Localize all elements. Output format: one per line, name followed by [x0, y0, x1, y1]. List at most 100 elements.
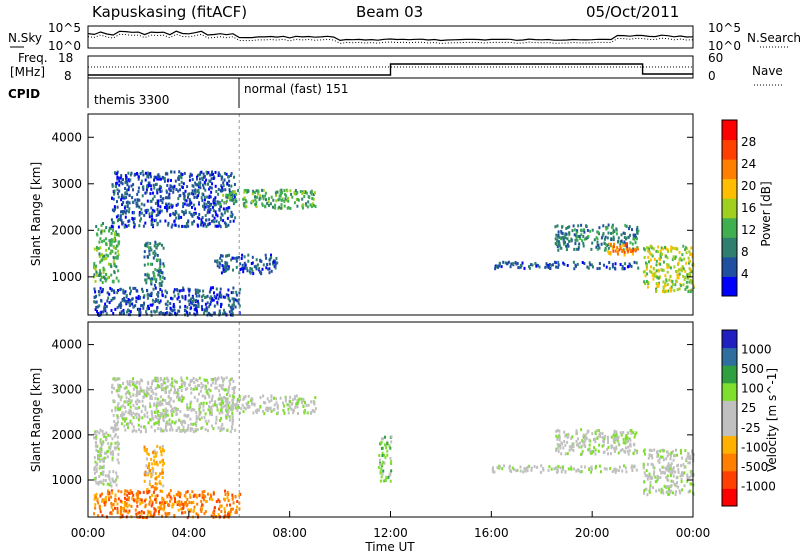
- data-cell: [198, 493, 201, 497]
- data-cell: [292, 408, 295, 412]
- data-cell: [128, 303, 131, 307]
- data-cell: [125, 224, 128, 228]
- data-cell: [277, 198, 280, 202]
- data-cell: [146, 491, 149, 495]
- colorbar-block: [722, 330, 737, 349]
- data-cell: [132, 404, 135, 408]
- data-cell: [590, 263, 593, 267]
- data-cell: [120, 490, 123, 494]
- data-cell: [173, 288, 176, 292]
- data-cell: [105, 305, 108, 309]
- data-cell: [192, 510, 195, 514]
- data-cell: [240, 407, 243, 411]
- data-cell: [663, 285, 666, 289]
- data-cell: [676, 288, 679, 292]
- data-cell: [110, 249, 113, 253]
- data-cell: [150, 389, 153, 393]
- data-cell: [127, 403, 130, 406]
- power-ylabel: Slant Range [km]: [29, 162, 43, 266]
- data-cell: [185, 199, 188, 203]
- data-cell: [137, 423, 140, 427]
- data-cell: [236, 398, 239, 401]
- data-cell: [621, 267, 624, 271]
- data-cell: [180, 385, 183, 389]
- data-cell: [198, 177, 201, 181]
- data-cell: [168, 192, 171, 196]
- data-cell: [120, 422, 123, 426]
- data-cell: [575, 439, 578, 443]
- data-cell: [125, 417, 128, 421]
- data-cell: [173, 421, 176, 425]
- data-cell: [210, 383, 213, 387]
- data-cell: [147, 304, 150, 308]
- data-cell: [158, 175, 161, 179]
- data-cell: [95, 496, 97, 500]
- data-cell: [206, 200, 209, 204]
- data-cell: [650, 265, 652, 269]
- data-cell: [153, 274, 156, 278]
- velocity-data-cells: [93, 322, 695, 520]
- data-cell: [145, 278, 148, 282]
- data-cell: [130, 410, 132, 414]
- data-cell: [95, 433, 98, 437]
- data-cell: [103, 456, 106, 460]
- data-cell: [214, 259, 217, 263]
- data-cell: [647, 285, 649, 289]
- data-cell: [689, 489, 692, 493]
- data-cell: [199, 186, 202, 190]
- data-cell: [530, 468, 533, 472]
- data-cell: [221, 186, 224, 190]
- data-cell: [559, 445, 562, 449]
- data-cell: [238, 291, 241, 295]
- data-cell: [124, 496, 126, 500]
- data-cell: [675, 490, 678, 494]
- data-cell: [692, 453, 695, 456]
- data-cell: [677, 470, 680, 474]
- data-cell: [110, 495, 113, 499]
- data-cell: [117, 195, 120, 199]
- data-cell: [169, 302, 172, 305]
- data-cell: [155, 278, 158, 282]
- data-cell: [149, 498, 152, 502]
- data-cell: [557, 260, 560, 264]
- data-cell: [159, 376, 162, 380]
- data-cell: [603, 241, 606, 245]
- data-cell: [620, 233, 623, 237]
- data-cell: [188, 203, 191, 207]
- data-cell: [102, 266, 105, 270]
- data-cell: [626, 440, 629, 444]
- data-cell: [674, 454, 677, 458]
- data-cell: [189, 405, 192, 409]
- data-cell: [151, 514, 154, 518]
- data-cell: [160, 283, 163, 287]
- data-cell: [180, 185, 183, 189]
- data-cell: [117, 214, 120, 218]
- data-cell: [273, 396, 275, 400]
- data-cell: [668, 467, 671, 471]
- data-cell: [536, 263, 539, 267]
- data-cell: [226, 514, 229, 518]
- data-cell: [228, 179, 231, 183]
- data-cell: [117, 427, 120, 431]
- data-cell: [230, 184, 233, 188]
- data-cell: [96, 462, 99, 466]
- data-cell: [189, 402, 192, 406]
- data-cell: [565, 227, 568, 230]
- data-cell: [224, 388, 227, 392]
- data-cell: [218, 384, 221, 388]
- data-cell: [180, 429, 183, 433]
- data-cell: [496, 466, 499, 470]
- data-cell: [606, 447, 609, 451]
- data-cell: [153, 410, 156, 414]
- data-cell: [581, 439, 584, 443]
- data-cell: [227, 193, 230, 197]
- data-cell: [169, 404, 172, 408]
- data-cell: [99, 440, 102, 444]
- data-cell: [493, 470, 496, 474]
- data-cell: [563, 430, 566, 434]
- data-cell: [213, 291, 215, 295]
- data-cell: [598, 226, 601, 230]
- data-cell: [95, 270, 98, 274]
- data-cell: [225, 293, 228, 297]
- data-cell: [220, 212, 223, 216]
